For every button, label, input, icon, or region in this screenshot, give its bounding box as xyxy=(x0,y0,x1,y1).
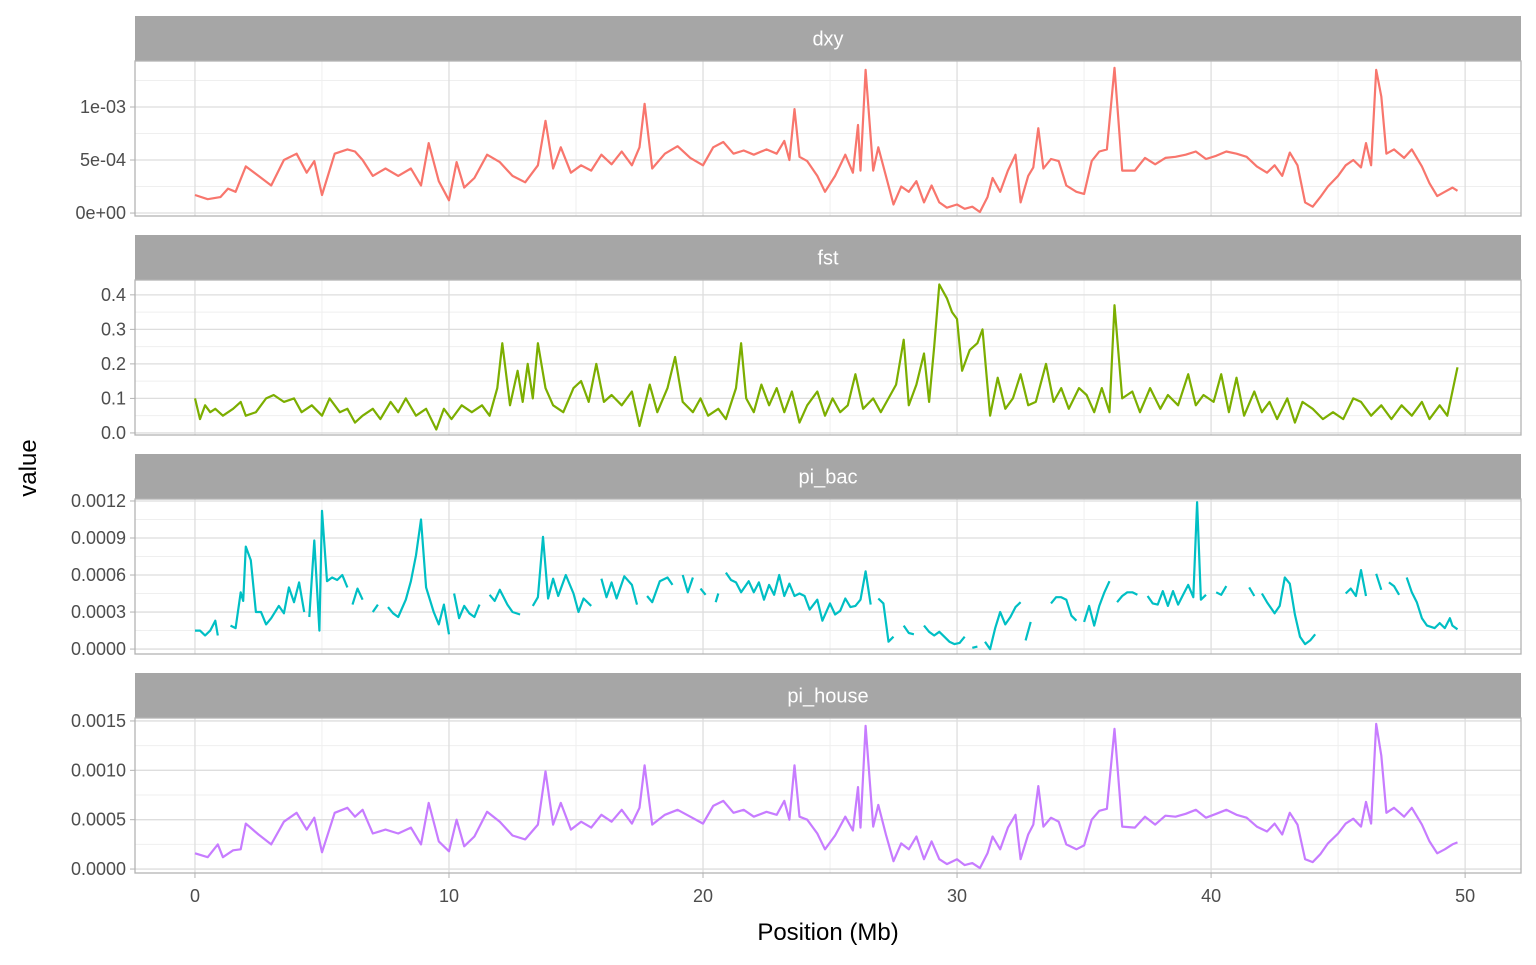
y-tick-label: 0.1 xyxy=(101,388,126,408)
facet-strip-label: pi_house xyxy=(787,686,868,708)
series-line-pi_bac xyxy=(195,501,1459,651)
y-tick-label: 0.3 xyxy=(101,319,126,339)
y-tick-label: 1e-03 xyxy=(80,97,126,117)
series-line-dxy xyxy=(194,66,1459,214)
y-tick-label: 0.0 xyxy=(101,423,126,443)
facet-strip xyxy=(135,673,1521,718)
y-tick-label: 0.4 xyxy=(101,285,126,305)
y-axis-title: value xyxy=(15,439,42,496)
x-tick-label: 40 xyxy=(1201,886,1221,906)
y-tick-label: 5e-04 xyxy=(80,150,126,170)
x-tick-label: 10 xyxy=(439,886,459,906)
panel-border xyxy=(134,60,1522,217)
y-tick-label: 0.0000 xyxy=(71,639,126,659)
facet-panels: dxy 0e+00 5e-04 1e-03 fst 0.0 0.1 0.2 0.3 0.4 pi_b… xyxy=(71,16,1522,879)
x-axis-title: Position (Mb) xyxy=(757,919,898,946)
x-tick-label: 50 xyxy=(1455,886,1475,906)
panel-border xyxy=(134,279,1522,436)
series-line-pi_house xyxy=(194,722,1458,870)
x-tick-label: 20 xyxy=(693,886,713,906)
facet-strip-label: dxy xyxy=(812,29,843,51)
facet-dxy: dxy 0e+00 5e-04 1e-03 xyxy=(75,16,1522,223)
facet-strip-label: pi_bac xyxy=(799,467,858,489)
y-tick-label: 0.0010 xyxy=(71,760,126,780)
facet-pi_bac: pi_bac 0.0000 0.0003 0.0006 0.0009 0.0012 xyxy=(71,454,1522,659)
panel-border xyxy=(134,498,1522,655)
y-tick-label: 0.0005 xyxy=(71,810,126,830)
y-tick-label: 0e+00 xyxy=(75,203,126,223)
x-tick-label: 0 xyxy=(190,886,200,906)
y-tick-label: 0.0003 xyxy=(71,602,126,622)
y-tick-label: 0.0012 xyxy=(71,491,126,511)
y-tick-label: 0.0000 xyxy=(71,859,126,879)
panel-border xyxy=(134,717,1522,874)
facet-pi_house: pi_house 0.0000 0.0005 0.0010 0.0015 xyxy=(71,673,1522,879)
y-tick-label: 0.0006 xyxy=(71,565,126,585)
y-tick-label: 0.0015 xyxy=(71,711,126,731)
facet-strip xyxy=(135,16,1521,61)
facet-strip-label: fst xyxy=(817,248,839,270)
y-tick-label: 0.2 xyxy=(101,354,126,374)
series-line-fst xyxy=(193,283,1459,431)
x-tick-label: 30 xyxy=(947,886,967,906)
x-axis: 0 10 20 30 40 50 xyxy=(190,873,1475,906)
facet-fst: fst 0.0 0.1 0.2 0.3 0.4 xyxy=(101,235,1522,443)
facet-strip xyxy=(135,454,1521,499)
facet-strip xyxy=(135,235,1521,280)
y-tick-label: 0.0009 xyxy=(71,528,126,548)
